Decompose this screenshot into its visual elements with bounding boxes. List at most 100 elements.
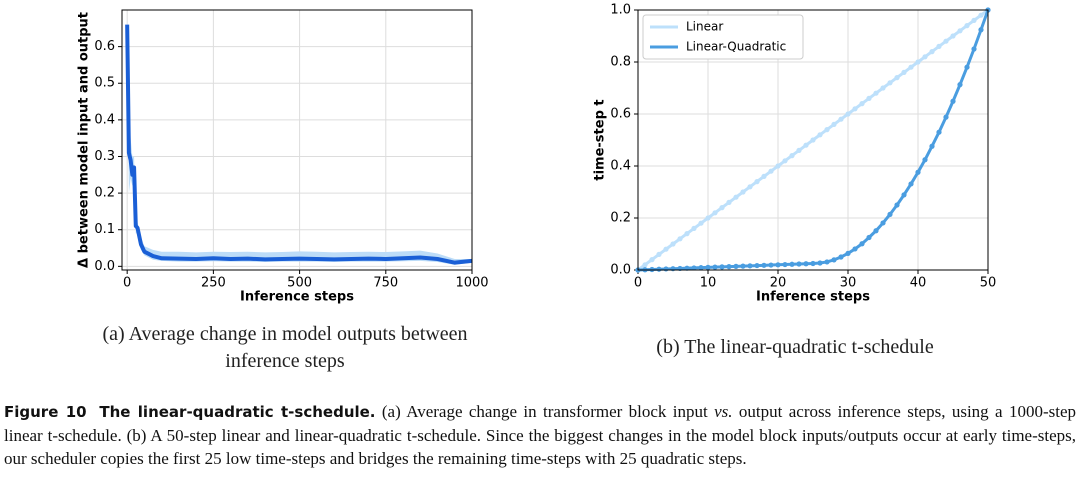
marker [817, 260, 823, 266]
y-tick-label: 0.6 [94, 39, 115, 54]
marker [971, 17, 977, 23]
marker [775, 262, 781, 268]
x-tick-label: 1000 [455, 276, 488, 291]
marker [824, 259, 830, 265]
marker [705, 215, 711, 221]
marker [908, 64, 914, 70]
marker [740, 189, 746, 195]
subcaption: (a) Average change in model outputs betw… [40, 321, 530, 375]
marker [866, 95, 872, 101]
marker [656, 251, 662, 257]
caption-label: Figure 10 [4, 403, 87, 421]
y-tick-label: 1.0 [610, 3, 631, 18]
x-tick-label: 0 [634, 276, 642, 291]
marker [824, 127, 830, 133]
x-axis-label: Inference steps [240, 290, 354, 305]
marker [649, 266, 655, 273]
caption-text: (a) Average change in transformer block … [381, 402, 708, 421]
marker [943, 38, 949, 44]
marker [656, 266, 662, 272]
marker [831, 121, 837, 127]
marker [796, 147, 802, 153]
marker [950, 33, 956, 39]
marker [852, 246, 858, 252]
marker [929, 143, 935, 149]
subcaption: (b) The linear-quadratic t-schedule [560, 334, 1030, 361]
marker [873, 90, 879, 96]
marker [831, 257, 837, 263]
legend-box [642, 14, 804, 60]
marker [936, 129, 942, 135]
marker [691, 265, 697, 271]
y-tick-label: 0.5 [94, 76, 115, 91]
marker [978, 27, 984, 33]
y-tick-label: 0.6 [610, 107, 631, 122]
marker [719, 264, 725, 270]
marker [957, 82, 963, 88]
marker [670, 266, 676, 272]
x-tick-label: 40 [910, 276, 927, 291]
marker [677, 236, 683, 242]
y-tick-label: 0.4 [94, 112, 115, 127]
marker [733, 194, 739, 200]
marker [726, 199, 732, 205]
x-axis-label: Inference steps [756, 290, 870, 305]
y-tick-label: 0.1 [94, 222, 115, 237]
marker [880, 220, 886, 226]
figure-caption: Figure 10 The linear-quadratic t-schedul… [4, 400, 1076, 470]
marker [754, 262, 760, 269]
marker [712, 264, 718, 270]
marker [775, 163, 781, 169]
caption-emphasis: vs. [714, 402, 733, 421]
marker [712, 210, 718, 216]
marker [649, 257, 655, 263]
marker [901, 192, 907, 198]
marker [943, 114, 949, 120]
marker [894, 202, 900, 208]
x-tick-label: 250 [201, 276, 226, 291]
marker [817, 132, 823, 138]
marker [964, 23, 970, 29]
marker [915, 169, 921, 175]
line [125, 24, 473, 265]
marker [964, 64, 970, 70]
marker [880, 85, 886, 91]
marker [642, 262, 648, 268]
marker [950, 98, 956, 104]
marker [838, 254, 844, 260]
subcaption-line: (b) The linear-quadratic t-schedule [656, 336, 934, 358]
marker [761, 173, 767, 179]
marker [691, 225, 697, 231]
marker [908, 181, 914, 187]
plot-frame [637, 9, 989, 271]
y-tick-label: 0.2 [94, 186, 115, 201]
marker [782, 158, 788, 164]
marker [845, 111, 851, 117]
marker [971, 46, 977, 52]
marker [670, 241, 676, 247]
marker [747, 263, 753, 269]
x-tick-label: 10 [700, 276, 717, 291]
marker [796, 261, 802, 267]
marker [936, 43, 942, 50]
figure: 0.00.10.20.30.40.50.60 250 500 750 1000Infer… [77, 3, 997, 305]
marker [887, 80, 893, 86]
y-tick-label: 0.3 [94, 149, 115, 164]
x-tick-label: 50 [980, 276, 997, 291]
plot-area [122, 10, 472, 270]
marker [782, 261, 788, 268]
x-tick-label: 750 [373, 276, 398, 291]
marker [845, 250, 851, 256]
marker [929, 49, 935, 55]
marker [873, 228, 879, 234]
legend-label: Linear [686, 20, 723, 34]
marker [894, 75, 900, 81]
y-axis-label: Δ between model input and output [77, 12, 92, 268]
marker [957, 28, 963, 34]
marker [761, 262, 767, 268]
plot-frame [121, 9, 473, 271]
marker [978, 12, 984, 18]
legend-label: Linear-Quadratic [686, 40, 786, 54]
x-tick-label: 500 [287, 276, 312, 291]
